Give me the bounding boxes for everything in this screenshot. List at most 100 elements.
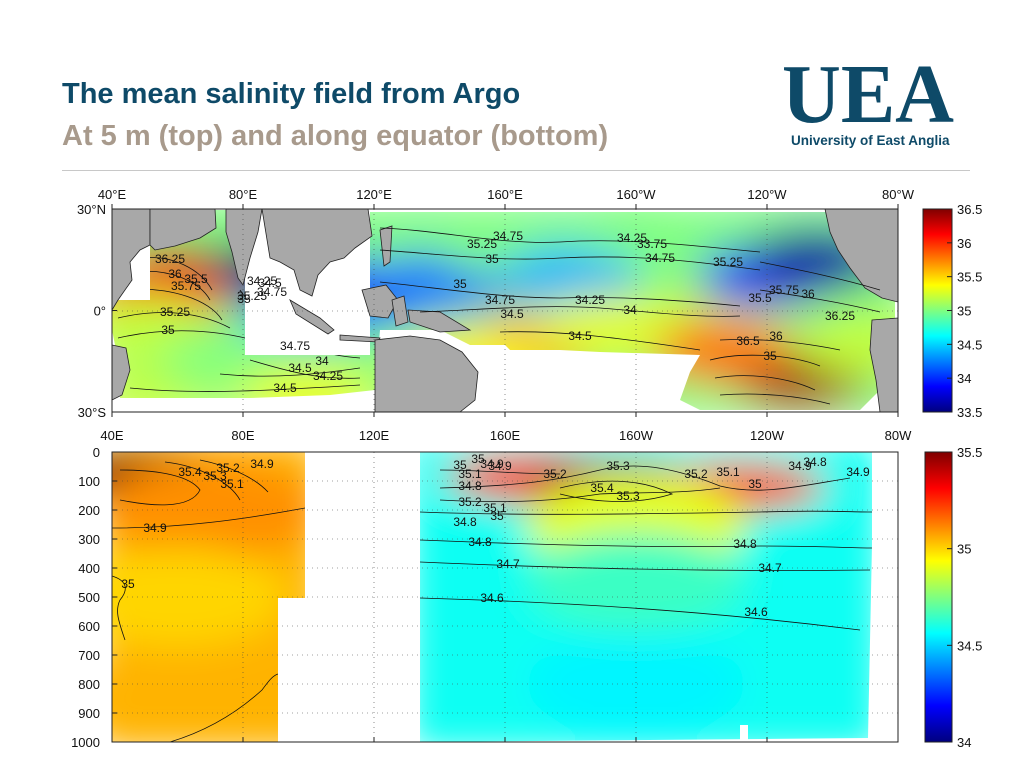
map-contour-label: 36.25 (825, 309, 855, 323)
map-y-tick-label: 30°N (77, 202, 106, 217)
salinity-map-panel: 36.253635.7535.535.253534.2534.7534.535.… (77, 187, 982, 420)
map-contour-label: 35.25 (713, 255, 743, 269)
section-y-tick-label: 600 (78, 619, 100, 634)
slide-title: The mean salinity field from Argo (62, 78, 521, 110)
section-contour-label: 34.8 (733, 537, 757, 551)
section-contour-label: 35 (748, 477, 762, 491)
section-x-tick-label: 160W (619, 428, 654, 443)
section-y-tick-label: 500 (78, 590, 100, 605)
arabia-land (149, 208, 217, 251)
map-colorbar-tick-label: 35.5 (957, 270, 982, 285)
section-gap (740, 725, 748, 742)
map-contour-label: 35.25 (237, 289, 267, 303)
map-colorbar-tick-label: 34 (957, 371, 971, 386)
section-contour-label: 35.2 (684, 467, 708, 481)
section-colorbar-tick-label: 35.5 (957, 445, 982, 460)
section-colorbar (924, 451, 953, 743)
map-contour-label: 36 (769, 329, 783, 343)
uea-logo-name: University of East Anglia (791, 133, 950, 148)
section-contour-label: 35.1 (458, 467, 482, 481)
section-contour-label: 35.1 (483, 501, 507, 515)
surface-contours (117, 227, 881, 405)
section-contour-label: 35.3 (606, 459, 630, 473)
section-contour-label: 35.1 (716, 465, 740, 479)
section-colorbar-ticks: 35.5 35 34.5 34 (947, 445, 982, 750)
section-contour-label: 34.9 (846, 465, 870, 479)
map-contour-label: 35.75 (769, 283, 799, 297)
section-sample-9 (526, 634, 746, 734)
section-contour-label: 34.9 (250, 457, 274, 471)
map-x-tick-label: 80°W (882, 187, 915, 202)
map-contour-label: 35.75 (171, 279, 201, 293)
map-colorbar-tick-label: 36.5 (957, 202, 982, 217)
land-masses (111, 208, 899, 413)
map-contour-label: 35 (485, 252, 499, 266)
map-contour-label: 34.75 (280, 339, 310, 353)
section-y-tick-label: 400 (78, 561, 100, 576)
map-contour-label: 34.25 (575, 293, 605, 307)
map-contour-label: 34.75 (485, 293, 515, 307)
map-contour-label: 35.25 (160, 305, 190, 319)
map-contour-label: 34.75 (493, 229, 523, 243)
slide-subtitle: At 5 m (top) and along equator (bottom) (62, 120, 609, 152)
map-contour-label: 34.5 (500, 307, 524, 321)
section-contour-label: 34.8 (468, 535, 492, 549)
section-contours (112, 459, 872, 742)
section-contour-label: 35.2 (543, 467, 567, 481)
map-contour-label: 34.5 (258, 276, 282, 290)
section-contour-labels: 35.4 35.335.235.134.935.1353534.834.934.9… (121, 452, 870, 619)
section-gridlines (112, 452, 898, 742)
map-colorbar-tick-label: 34.5 (957, 337, 982, 352)
map-contour-label: 34.5 (568, 329, 592, 343)
map-y-ticks: 30°N 0° 30°S (77, 202, 117, 420)
section-x-tick-label: 40E (100, 428, 123, 443)
map-colorbar-ticks: 36.5 36 35.5 35 34.5 34 33.5 (947, 202, 982, 420)
map-y-tick-label: 0° (94, 304, 106, 319)
field-sample-19 (795, 312, 895, 377)
map-x-ticks: 40°E 80°E 120°E 160°E 160°W 120°W 80°W (98, 187, 915, 417)
map-contour-label: 36.25 (155, 252, 185, 266)
section-contour-label: 35.4 (178, 465, 202, 479)
map-contour-label: 35 (237, 292, 251, 306)
section-contour-label: 35 (121, 577, 135, 591)
section-contour-label: 34.8 (803, 455, 827, 469)
equatorial-section-panel: 35.4 35.335.235.134.935.1353534.834.934.9… (71, 428, 982, 750)
map-contour-label: 34 (315, 354, 329, 368)
map-contour-label: 34 (623, 303, 637, 317)
section-y-tick-label: 700 (78, 648, 100, 663)
map-colorbar-tick-label: 35 (957, 304, 971, 319)
uea-logo: UEA (782, 50, 954, 141)
map-contour-label: 36.5 (736, 334, 760, 348)
section-contour-label: 34.7 (496, 557, 520, 571)
map-contour-label: 36 (801, 287, 815, 301)
map-contour-label: 35.5 (748, 291, 772, 305)
surface-contour-labels: 36.253635.7535.535.253534.2534.7534.535.… (155, 229, 855, 395)
section-y-ticks: 0 100 200 300 400 500 600 700 800 900 1000 (71, 445, 117, 750)
section-colorbar-tick-label: 35 (957, 542, 971, 557)
section-contour-label: 34.9 (488, 459, 512, 473)
section-x-tick-label: 120E (359, 428, 390, 443)
section-y-tick-label: 900 (78, 706, 100, 721)
map-contour-label: 36 (168, 267, 182, 281)
map-x-tick-label: 120°W (747, 187, 787, 202)
section-y-tick-label: 100 (78, 474, 100, 489)
section-contour-label: 34.8 (458, 479, 482, 493)
map-gridlines (112, 209, 898, 412)
map-contour-label: 35 (453, 277, 467, 291)
section-x-tick-label: 120W (750, 428, 785, 443)
section-y-tick-label: 800 (78, 677, 100, 692)
map-colorbar-tick-label: 36 (957, 236, 971, 251)
section-contour-label: 35.1 (220, 477, 244, 491)
map-contour-label: 35 (161, 323, 175, 337)
map-contour-label: 34.25 (313, 369, 343, 383)
asia-land (261, 208, 373, 297)
section-contour-label: 35.2 (458, 495, 482, 509)
map-contour-label: 33.75 (637, 237, 667, 251)
map-y-tick-label: 30°S (78, 405, 107, 420)
field-sample-8 (238, 363, 379, 410)
section-y-tick-label: 0 (93, 445, 100, 460)
section-y-tick-label: 300 (78, 532, 100, 547)
field-sample-12 (566, 210, 706, 258)
section-x-tick-label: 80W (885, 428, 912, 443)
map-contour-label: 34.75 (257, 285, 287, 299)
